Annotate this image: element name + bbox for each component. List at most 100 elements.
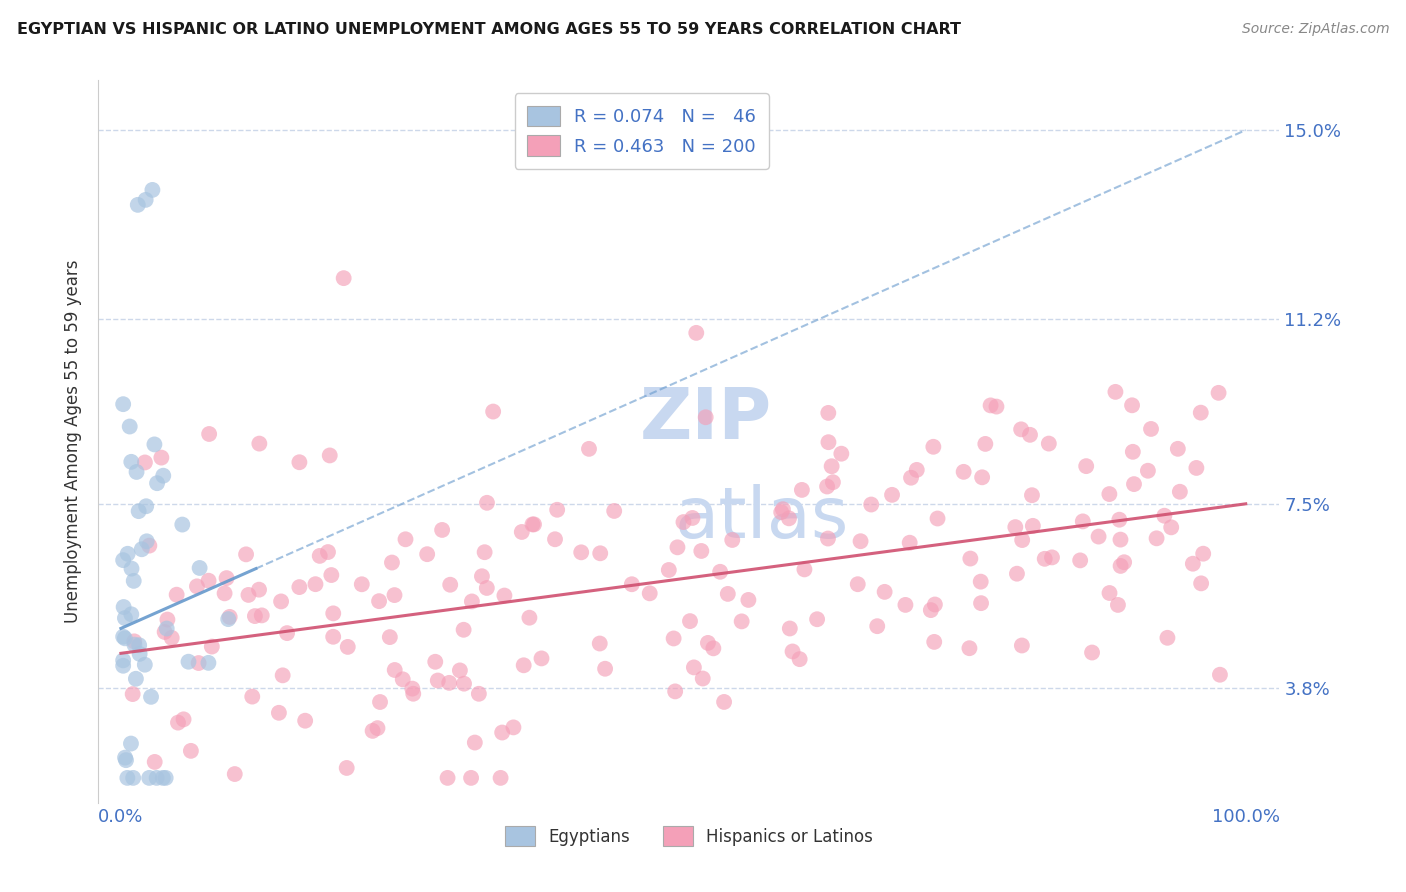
Point (1076, 459, 1098, 474)
Point (789, 652, 811, 666)
Point (846, 577, 869, 591)
Point (697, 636, 720, 650)
Point (361, 723, 384, 738)
Point (135, 500, 157, 514)
Point (141, 183, 163, 197)
Point (214, 586, 236, 600)
Point (114, 750, 136, 764)
Text: Source: ZipAtlas.com: Source: ZipAtlas.com (1241, 22, 1389, 37)
Point (120, 607, 142, 622)
Point (378, 630, 401, 644)
Point (662, 632, 685, 646)
Point (153, 624, 176, 639)
Point (156, 622, 179, 636)
Point (721, 533, 744, 547)
Point (135, 534, 157, 549)
Point (922, 635, 945, 649)
Point (920, 603, 942, 617)
Point (1160, 520, 1182, 534)
Point (603, 504, 626, 518)
Point (319, 449, 342, 463)
Point (1011, 533, 1033, 547)
Point (1208, 385, 1230, 400)
Point (1153, 508, 1175, 523)
Point (197, 656, 219, 670)
Point (1168, 484, 1191, 499)
Point (1189, 406, 1212, 420)
Point (384, 588, 406, 602)
Point (1181, 557, 1204, 571)
Point (416, 547, 439, 561)
Point (793, 562, 815, 576)
Point (138, 771, 160, 785)
Point (1114, 555, 1136, 569)
Point (713, 695, 735, 709)
Point (779, 622, 801, 636)
Point (460, 771, 482, 785)
Point (235, 547, 257, 561)
Point (160, 631, 183, 645)
Point (737, 593, 759, 607)
Point (120, 455, 142, 469)
Point (702, 641, 724, 656)
Point (401, 681, 423, 696)
Point (121, 561, 143, 575)
Point (894, 598, 917, 612)
Point (173, 712, 195, 726)
Point (683, 660, 706, 674)
Point (905, 463, 928, 477)
Point (336, 761, 359, 775)
Point (1122, 445, 1144, 459)
Point (1098, 487, 1121, 501)
Point (468, 687, 491, 701)
Point (127, 198, 149, 212)
Point (112, 600, 135, 615)
Point (391, 673, 413, 687)
Point (430, 523, 453, 537)
Point (510, 524, 533, 539)
Point (1189, 576, 1212, 591)
Point (898, 535, 921, 549)
Point (772, 502, 794, 516)
Point (155, 771, 177, 785)
Point (1081, 646, 1104, 660)
Point (381, 556, 404, 570)
Point (1040, 550, 1063, 565)
Point (271, 668, 294, 682)
Point (114, 611, 136, 625)
Point (512, 658, 534, 673)
Point (1209, 667, 1232, 681)
Point (112, 653, 135, 667)
Point (820, 459, 842, 474)
Point (308, 549, 330, 563)
Point (638, 586, 661, 600)
Point (1140, 422, 1163, 436)
Point (122, 634, 145, 648)
Point (128, 504, 150, 518)
Point (523, 517, 546, 532)
Point (394, 533, 416, 547)
Point (1069, 553, 1091, 567)
Point (959, 551, 981, 566)
Point (172, 517, 194, 532)
Point (145, 771, 167, 785)
Point (546, 502, 568, 516)
Point (125, 465, 148, 479)
Point (201, 640, 224, 654)
Point (117, 771, 139, 785)
Point (112, 397, 135, 411)
Point (880, 488, 903, 502)
Point (238, 588, 260, 602)
Point (122, 574, 145, 588)
Point (482, 404, 505, 418)
Point (1123, 477, 1146, 491)
Point (1167, 442, 1189, 456)
Point (475, 496, 498, 510)
Point (368, 695, 391, 709)
Point (139, 690, 162, 704)
Point (815, 479, 838, 493)
Point (322, 607, 344, 621)
Point (1021, 488, 1043, 502)
Point (186, 579, 208, 593)
Point (544, 533, 567, 547)
